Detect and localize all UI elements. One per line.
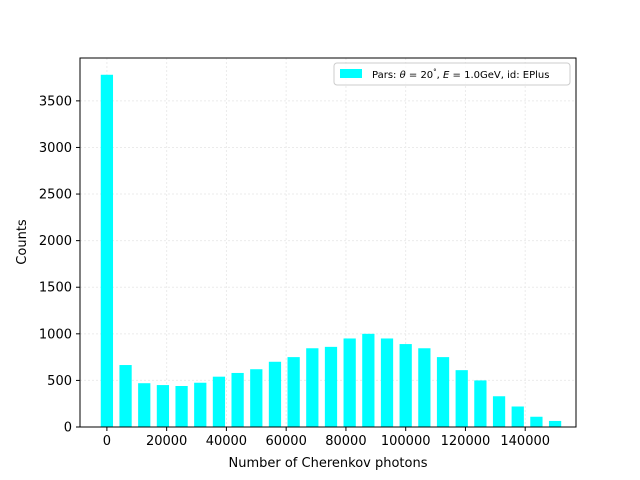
y-axis-label: Counts <box>15 219 30 265</box>
bar <box>511 406 524 427</box>
y-tick-label: 2500 <box>39 188 72 203</box>
y-tick-label: 3000 <box>39 141 72 156</box>
bar <box>194 382 207 427</box>
bar <box>362 333 375 427</box>
x-tick-label: 120000 <box>441 434 491 449</box>
bar <box>175 386 188 427</box>
bar <box>548 420 562 427</box>
y-tick-label: 1500 <box>39 281 72 296</box>
bar <box>306 348 319 427</box>
bar <box>492 396 506 427</box>
y-tick-label: 3500 <box>39 94 72 109</box>
bar <box>119 365 132 427</box>
x-axis-ticks: 0 20000 40000 60000 80000 100000 120000 140000 <box>103 427 550 449</box>
x-tick-label: 80000 <box>325 434 366 449</box>
legend-energy: E <box>443 70 450 81</box>
x-axis-label: Number of Cherenkov photons <box>229 456 428 471</box>
legend-prefix: Pars: <box>372 70 400 81</box>
legend-eq2: = 1.0GeV, id: EPlus <box>449 70 549 81</box>
bar <box>324 346 338 427</box>
bar <box>287 357 300 427</box>
grid-lines <box>80 58 576 428</box>
bar <box>343 338 356 427</box>
legend: Pars: θ = 20°, E = 1.0GeV, id: EPlus <box>333 62 571 86</box>
y-axis-ticks: 0 500 1000 1500 2000 2500 3000 3500 <box>39 94 80 436</box>
bar <box>156 385 170 427</box>
legend-eq1: = 20 <box>406 70 433 81</box>
bar <box>474 380 487 427</box>
bars <box>100 74 562 427</box>
bar <box>436 357 450 427</box>
x-tick-label: 0 <box>103 434 111 449</box>
x-tick-label: 140000 <box>500 434 550 449</box>
x-tick-label: 60000 <box>265 434 306 449</box>
x-tick-label: 100000 <box>381 434 431 449</box>
bar <box>380 338 394 427</box>
legend-swatch <box>340 69 362 78</box>
bar <box>418 348 431 427</box>
bar <box>530 416 543 427</box>
bar <box>100 74 114 427</box>
legend-degree: ° <box>433 68 437 76</box>
plot-frame <box>79 57 577 428</box>
bar <box>250 369 263 427</box>
y-tick-label: 0 <box>64 421 72 436</box>
bar <box>268 361 282 427</box>
x-tick-label: 40000 <box>206 434 247 449</box>
legend-label: Pars: θ = 20°, E = 1.0GeV, id: EPlus <box>372 68 549 81</box>
legend-comma: , <box>437 70 443 81</box>
y-tick-label: 500 <box>47 374 72 389</box>
bar <box>138 383 151 427</box>
x-tick-label: 20000 <box>146 434 187 449</box>
bar <box>231 372 244 427</box>
y-tick-label: 1000 <box>39 327 72 342</box>
bar <box>455 370 468 427</box>
legend-box <box>333 62 571 86</box>
y-tick-label: 2000 <box>39 234 72 249</box>
bar <box>399 344 412 427</box>
legend-theta: θ <box>400 70 406 81</box>
bar <box>212 376 226 427</box>
